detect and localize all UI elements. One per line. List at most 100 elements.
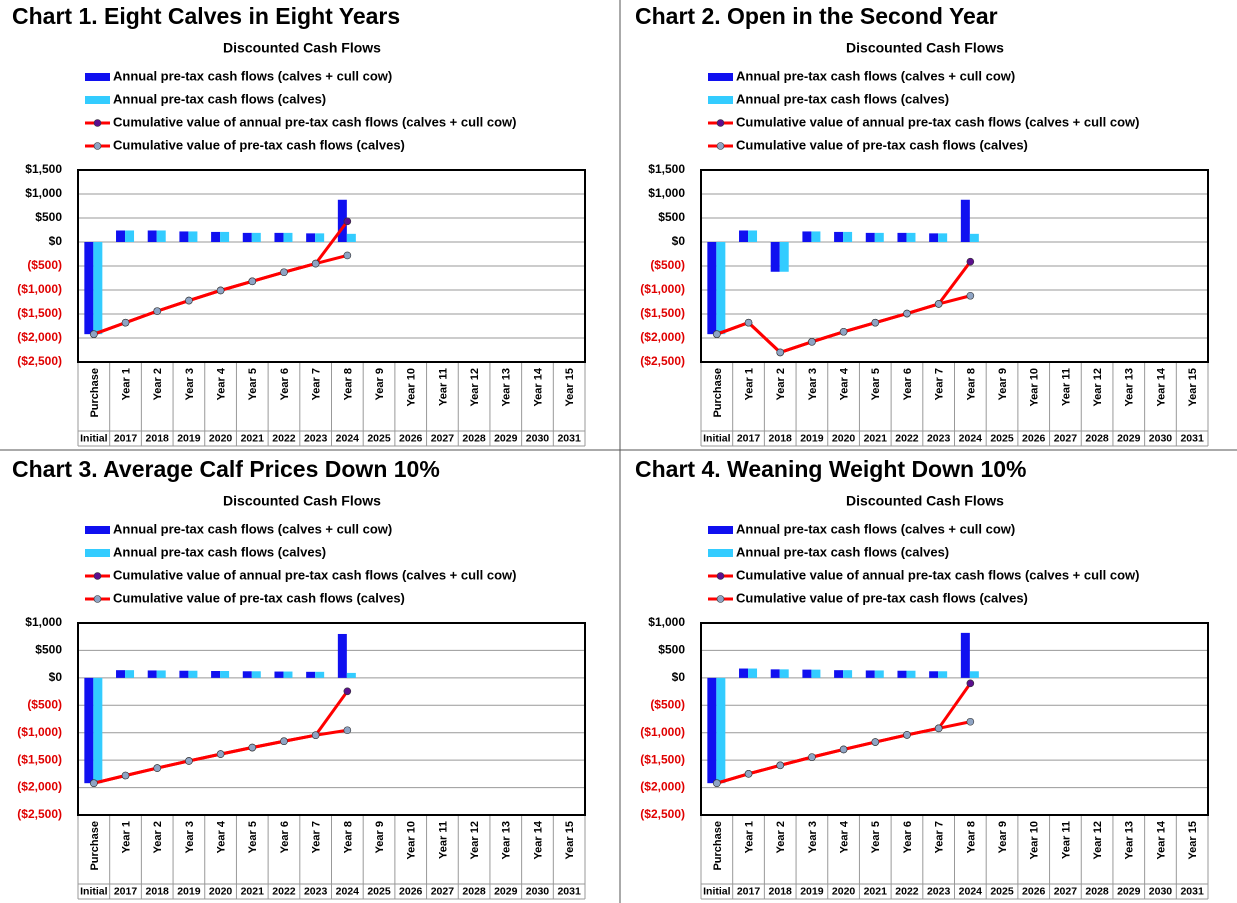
x-group-label: 2028 <box>462 885 486 897</box>
legend-label: Cumulative value of pre-tax cash flows (… <box>736 590 1028 605</box>
x-tick-label: Year 3 <box>807 821 819 853</box>
x-group-label: Initial <box>80 885 108 897</box>
x-tick-label: Year 3 <box>184 368 196 400</box>
y-tick-label: ($1,000) <box>17 725 62 739</box>
bar <box>843 231 853 242</box>
bar <box>960 199 970 242</box>
legend-label: Cumulative value of annual pre-tax cash … <box>736 567 1140 582</box>
y-tick-label: $0 <box>49 670 63 684</box>
line-marker <box>776 348 785 357</box>
line-marker <box>343 726 352 735</box>
x-group-label: 2019 <box>177 432 201 444</box>
chart-subtitle: Discounted Cash Flows <box>846 40 1004 56</box>
line-marker <box>280 268 288 277</box>
x-group-label: 2026 <box>399 885 423 897</box>
x-tick-label: Year 6 <box>902 368 914 400</box>
bar <box>211 671 221 678</box>
legend-marker <box>716 572 725 580</box>
line-marker <box>153 307 162 315</box>
legend-label: Cumulative value of pre-tax cash flows (… <box>736 137 1028 152</box>
line-marker <box>713 779 721 787</box>
bar <box>739 668 749 678</box>
x-tick-label: Year 5 <box>870 368 882 400</box>
bar <box>147 230 157 242</box>
x-tick-label: Year 13 <box>1124 821 1136 860</box>
bar <box>960 632 970 678</box>
x-tick-label: Year 12 <box>1092 821 1104 860</box>
bar <box>748 668 758 678</box>
y-tick-label: ($1,500) <box>17 752 62 766</box>
bar <box>242 232 252 242</box>
x-group-label: 2031 <box>557 885 581 897</box>
x-tick-label: Year 13 <box>501 368 513 407</box>
line-marker <box>185 757 193 765</box>
x-tick-label: Year 5 <box>247 368 259 400</box>
x-tick-label: Year 9 <box>374 821 386 853</box>
x-tick-label: Year 14 <box>532 367 544 406</box>
bar <box>834 231 844 242</box>
y-tick-label: $1,500 <box>648 162 685 176</box>
bar <box>84 242 94 335</box>
x-tick-label: Year 9 <box>374 368 386 400</box>
x-group-label: 2017 <box>114 885 138 897</box>
bar <box>147 670 157 678</box>
legend-label: Annual pre-tax cash flows (calves + cull… <box>113 521 392 536</box>
x-group-label: 2018 <box>146 885 170 897</box>
bar <box>865 670 875 678</box>
bar <box>283 671 293 678</box>
line-marker <box>871 738 880 746</box>
x-group-label: 2021 <box>241 432 265 444</box>
chart: Chart 4. Weaning Weight Down 10% Discount… <box>635 456 1209 900</box>
bar <box>716 677 726 784</box>
line-marker <box>776 761 785 770</box>
legend-swatch <box>85 549 110 557</box>
x-tick-label: Year 11 <box>437 368 449 406</box>
x-group-label: 2020 <box>209 885 233 897</box>
bar <box>306 233 316 242</box>
legend-marker <box>93 119 102 127</box>
x-tick-label: Year 4 <box>216 820 228 853</box>
x-tick-label: Year 4 <box>839 367 851 400</box>
x-group-label: 2031 <box>1180 885 1204 897</box>
x-group-label: 2031 <box>1180 432 1204 444</box>
y-tick-label: ($500) <box>650 258 685 272</box>
legend-label: Annual pre-tax cash flows (calves) <box>113 91 326 106</box>
bar <box>716 242 726 335</box>
legend-marker <box>93 595 102 603</box>
bar <box>125 670 135 678</box>
chart-title: Chart 1. Eight Calves in Eight Years <box>12 3 400 29</box>
y-tick-label: $500 <box>658 643 685 657</box>
x-group-label: 2020 <box>832 432 856 444</box>
legend-label: Cumulative value of pre-tax cash flows (… <box>113 137 405 152</box>
x-tick-label: Year 6 <box>279 368 291 400</box>
y-tick-label: ($500) <box>27 697 62 711</box>
x-group-label: 2019 <box>177 885 201 897</box>
line-marker <box>343 217 352 226</box>
x-tick-label: Year 10 <box>406 821 418 860</box>
x-tick-label: Year 15 <box>564 821 576 860</box>
y-tick-label: ($1,500) <box>17 306 62 320</box>
chart-title: Chart 3. Average Calf Prices Down 10% <box>12 456 440 482</box>
bar <box>779 242 789 272</box>
x-group-label: 2030 <box>526 432 550 444</box>
legend-label: Cumulative value of annual pre-tax cash … <box>736 114 1140 129</box>
line-marker <box>153 764 162 772</box>
line-marker <box>90 779 98 787</box>
x-group-label: 2031 <box>557 432 581 444</box>
line-marker <box>248 277 257 286</box>
y-tick-label: ($1,500) <box>640 752 685 766</box>
x-group-label: 2021 <box>864 432 888 444</box>
y-tick-label: $1,000 <box>648 615 685 629</box>
bar <box>834 670 844 678</box>
bar <box>242 671 252 678</box>
x-group-label: 2026 <box>399 432 423 444</box>
y-tick-label: $0 <box>49 234 63 248</box>
x-tick-label: Purchase <box>89 821 101 871</box>
x-group-label: 2030 <box>526 885 550 897</box>
line-marker <box>216 286 225 295</box>
x-tick-label: Year 9 <box>997 368 1009 400</box>
y-tick-label: $500 <box>35 643 62 657</box>
x-group-label: 2027 <box>1054 885 1078 897</box>
x-group-label: 2017 <box>737 432 761 444</box>
